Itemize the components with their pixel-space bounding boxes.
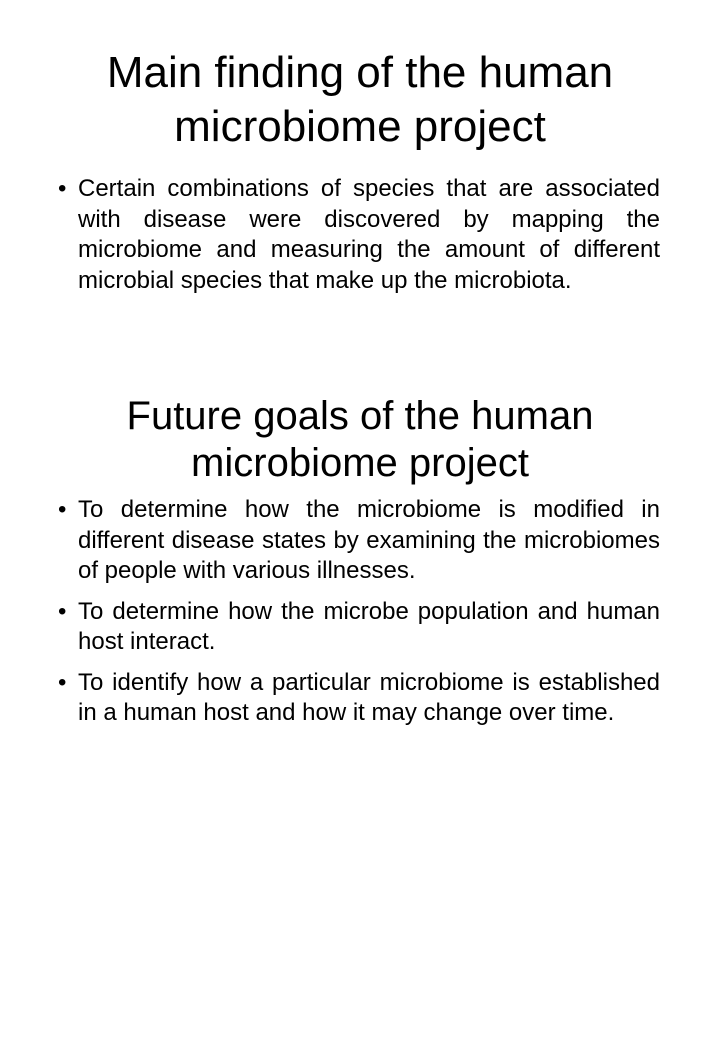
future-goals-title-line1: Future goals of the human — [126, 394, 594, 438]
bullet-text: To determine how the microbe population … — [78, 597, 660, 656]
future-goals-list: • To determine how the microbiome is mod… — [58, 495, 660, 739]
list-item: • To determine how the microbiome is mod… — [58, 495, 660, 587]
list-item: • To determine how the microbe populatio… — [58, 597, 660, 658]
bullet-icon: • — [58, 597, 67, 625]
bullet-icon: • — [58, 496, 67, 523]
bullet-text: Certain combinations of species that are… — [78, 175, 660, 294]
bullet-icon: • — [58, 668, 67, 696]
list-item: • Certain combinations of species that a… — [58, 174, 660, 296]
future-goals-title: Future goals of the human microbiome pro… — [40, 393, 680, 487]
bullet-text: To identify how a particular microbiome … — [78, 668, 660, 727]
list-item: • To identify how a particular microbiom… — [58, 668, 660, 729]
main-finding-title-line1: Main finding of the human — [106, 48, 614, 97]
main-finding-title-line2: microbiome project — [174, 102, 546, 151]
bullet-text: To determine how the microbiome is modif… — [78, 496, 660, 584]
future-goals-title-line2: microbiome project — [191, 441, 529, 485]
main-finding-list: • Certain combinations of species that a… — [58, 174, 660, 306]
bullet-icon: • — [58, 175, 67, 202]
main-finding-title: Main finding of the human microbiome pro… — [40, 46, 680, 154]
